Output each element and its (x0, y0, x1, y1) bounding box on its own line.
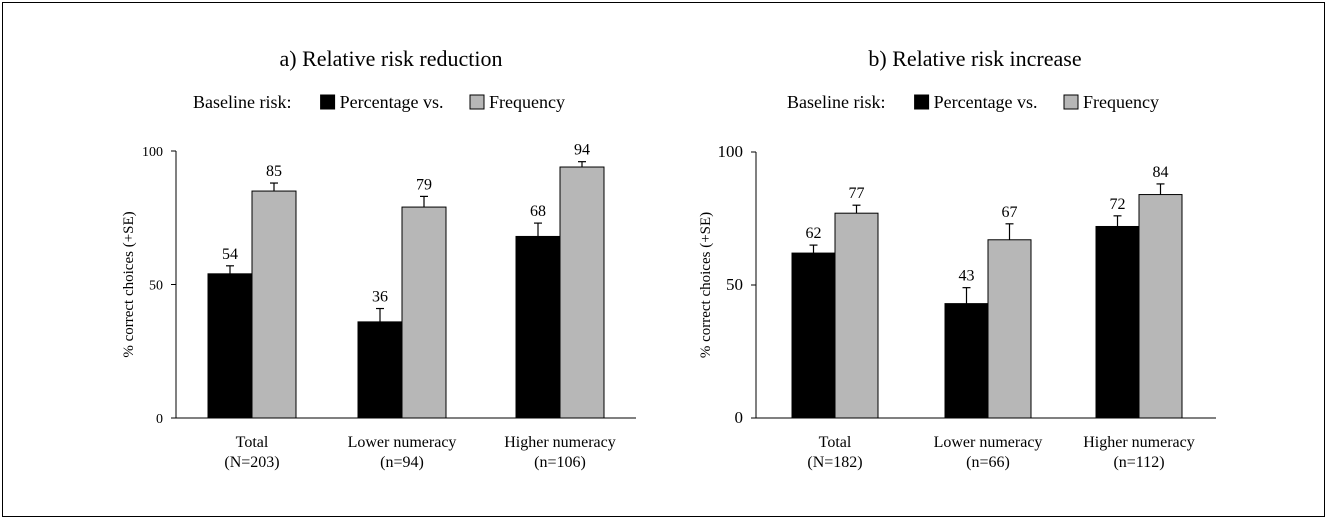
bar-percentage (1095, 225, 1140, 419)
bar-percentage (944, 303, 989, 419)
data-label: 62 (806, 225, 822, 242)
category-label: Higher numeracy (1083, 434, 1195, 451)
data-label: 84 (1153, 164, 1169, 181)
y-axis-label: % correct choices (+SE) (121, 211, 137, 357)
bar-percentage (515, 235, 561, 419)
data-label: 67 (1002, 204, 1018, 221)
data-label: 54 (222, 246, 238, 263)
category-label: Higher numeracy (504, 434, 616, 451)
bar-frequency (1138, 194, 1183, 419)
category-label: Total (819, 434, 852, 451)
data-label: 43 (959, 268, 975, 285)
y-tick-label: 50 (149, 279, 163, 294)
category-label: Total (236, 434, 269, 451)
data-label: 72 (1110, 196, 1126, 213)
legend-label-percentage: Percentage vs. (340, 92, 444, 112)
legend-swatch-frequency (469, 94, 485, 110)
data-label: 36 (372, 289, 388, 306)
data-label: 68 (530, 203, 546, 220)
category-sublabel: (N=203) (224, 454, 279, 471)
bar-percentage (207, 273, 253, 419)
bar-frequency (251, 190, 297, 419)
chart-title: a) Relative risk reduction (280, 46, 503, 71)
category-label: Lower numeracy (934, 434, 1043, 451)
data-label: 79 (416, 176, 432, 193)
data-label: 94 (574, 142, 590, 159)
bar-frequency (834, 212, 879, 419)
y-tick-label: 0 (156, 412, 163, 427)
category-sublabel: (n=106) (534, 454, 586, 471)
y-tick-label: 0 (735, 408, 744, 427)
bar-frequency (401, 206, 447, 419)
data-label: 85 (266, 163, 282, 180)
y-tick-label: 50 (726, 275, 743, 294)
category-sublabel: (n=66) (966, 454, 1010, 471)
category-sublabel: (N=182) (807, 454, 862, 471)
bar-percentage (791, 252, 836, 419)
y-axis-label: % correct choices (+SE) (698, 212, 714, 358)
bar-frequency (987, 239, 1032, 419)
legend-swatch-percentage (914, 94, 930, 110)
legend-swatch-percentage (320, 94, 336, 110)
category-sublabel: (n=112) (1113, 454, 1164, 471)
y-tick-label: 100 (142, 145, 163, 160)
legend-label-frequency: Frequency (1083, 92, 1159, 112)
legend-label-frequency: Frequency (489, 92, 565, 112)
y-tick-label: 100 (718, 142, 744, 161)
chart-title: b) Relative risk increase (868, 46, 1081, 71)
category-sublabel: (n=94) (380, 454, 424, 471)
category-label: Lower numeracy (348, 434, 457, 451)
legend-prefix: Baseline risk: (193, 92, 291, 112)
legend-prefix: Baseline risk: (787, 92, 885, 112)
legend-label-percentage: Percentage vs. (934, 92, 1038, 112)
bar-percentage (357, 321, 403, 419)
legend-swatch-frequency (1063, 94, 1079, 110)
data-label: 77 (849, 185, 865, 202)
bar-frequency (559, 166, 605, 419)
